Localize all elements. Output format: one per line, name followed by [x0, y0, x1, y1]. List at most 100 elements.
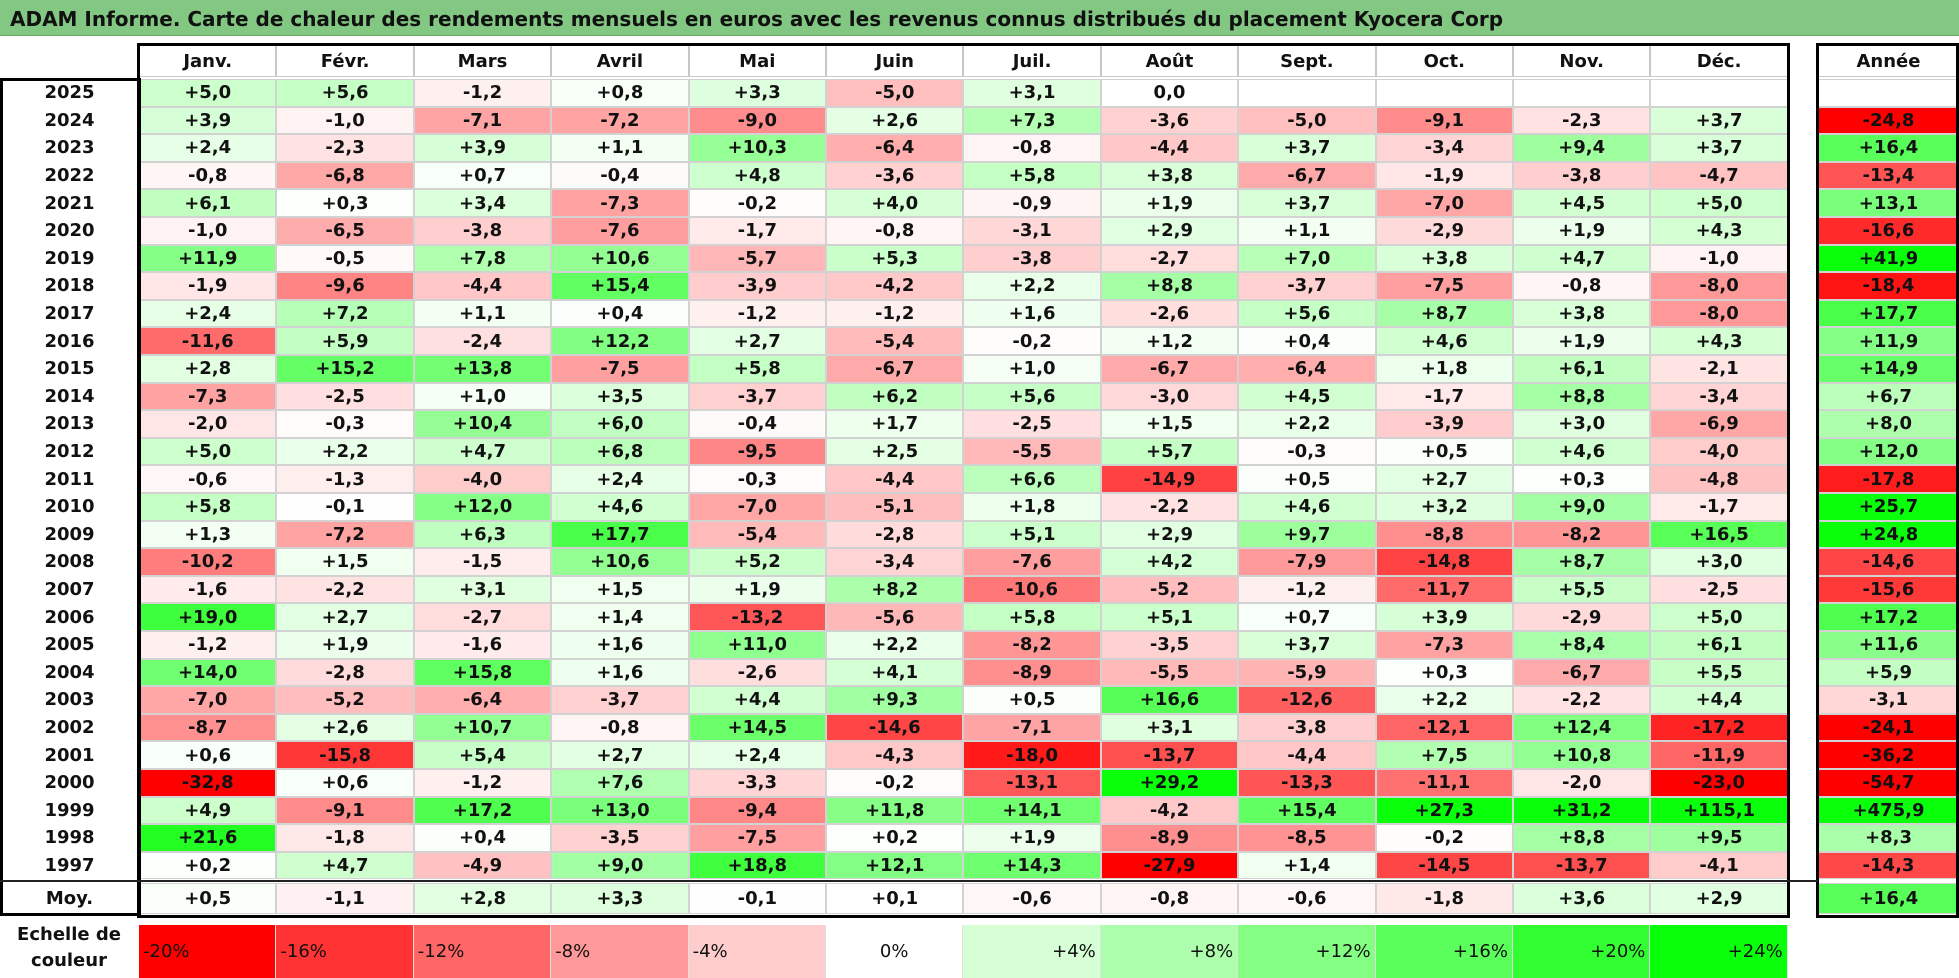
month-header: Sept.: [1238, 45, 1376, 77]
year-label: 2023: [44, 137, 95, 159]
annual-cell: -15,6: [1818, 575, 1959, 604]
heat-cell: -7,3: [139, 382, 277, 411]
heat-cell: +0,3: [1513, 465, 1651, 493]
year-label: 1998: [44, 827, 95, 849]
year-label: 2009: [44, 523, 95, 545]
heat-cell: +3,2: [1375, 493, 1513, 521]
heat-cell: +5,9: [276, 327, 414, 355]
color-scale-label: Echelle de couleur: [17, 924, 121, 971]
annual-cell: +11,9: [1818, 327, 1959, 355]
heat-cell: -3,7: [1238, 272, 1376, 300]
year-label: 2019: [44, 247, 95, 269]
average-cell: -1,8: [1375, 883, 1513, 915]
heat-cell: -2,8: [276, 658, 414, 687]
heat-cell: -6,7: [1238, 161, 1376, 190]
year-label: 2008: [44, 551, 95, 573]
heat-cell: +2,7: [551, 741, 689, 769]
heat-cell: +0,3: [1375, 658, 1513, 687]
heat-cell: +11,9: [139, 244, 277, 273]
heat-cell: -0,5: [276, 244, 414, 273]
heat-cell: -11,6: [139, 327, 277, 355]
heat-cell: +1,9: [276, 631, 414, 659]
heat-cell: -6,4: [1238, 355, 1376, 383]
heat-cell: +29,2: [1100, 769, 1239, 797]
heat-cell: -0,2: [1375, 824, 1513, 852]
heat-cell: +1,9: [1100, 189, 1239, 217]
heat-cell: -5,2: [276, 686, 414, 714]
heat-cell: -1,7: [1375, 382, 1513, 411]
heat-cell: +3,8: [1513, 299, 1651, 328]
heat-cell: -6,7: [826, 355, 964, 383]
heat-cell: -2,8: [826, 520, 964, 549]
heat-cell: +5,0: [139, 437, 277, 466]
heat-cell: +17,7: [551, 520, 689, 549]
heat-cell: -10,2: [139, 548, 277, 576]
heat-cell: -0,8: [963, 134, 1101, 162]
heat-cell: +1,0: [413, 382, 552, 411]
heat-cell: -1,2: [826, 299, 964, 328]
heat-cell: -5,2: [1100, 575, 1239, 604]
heat-cell: -4,4: [826, 465, 964, 493]
heat-cell: -0,2: [963, 327, 1101, 355]
heat-cell: +1,8: [963, 493, 1101, 521]
year-label: 2003: [44, 689, 95, 711]
heat-cell: +2,7: [688, 327, 826, 355]
heat-cell: +15,8: [413, 658, 552, 687]
heat-cell: -6,9: [1650, 410, 1788, 438]
heat-cell: +4,7: [276, 851, 414, 880]
heat-cell: +2,9: [1100, 217, 1239, 245]
heat-cell: +1,1: [413, 299, 552, 328]
heat-cell: +0,4: [413, 824, 552, 852]
heat-cell: -8,9: [963, 658, 1101, 687]
heat-cell: +14,1: [963, 796, 1101, 825]
heat-cell: -0,3: [688, 465, 826, 493]
heat-cell: +7,3: [963, 106, 1101, 135]
heat-cell: -5,5: [963, 437, 1101, 466]
heat-cell: +12,0: [413, 493, 552, 521]
heat-cell: -0,8: [139, 161, 277, 190]
heat-cell: +4,3: [1650, 327, 1788, 355]
average-cell: +3,3: [551, 883, 689, 915]
heat-cell: -1,2: [413, 79, 552, 107]
heat-cell: -9,6: [276, 272, 414, 300]
heat-cell: +7,5: [1375, 741, 1513, 769]
heat-cell: +0,3: [276, 189, 414, 217]
heat-cell: -5,0: [1238, 106, 1376, 135]
heat-cell: -27,9: [1100, 851, 1239, 880]
heat-cell: -9,1: [1375, 106, 1513, 135]
heat-cell: -0,1: [276, 493, 414, 521]
heat-cell: +1,3: [139, 520, 277, 549]
heat-cell: +8,8: [1513, 824, 1651, 852]
heat-cell: +3,4: [413, 189, 552, 217]
heat-cell: +5,1: [1100, 603, 1239, 631]
heat-cell: +4,6: [1513, 437, 1651, 466]
heat-cell: +10,6: [551, 548, 689, 576]
heat-cell: -13,3: [1238, 769, 1376, 797]
month-header: Août: [1100, 45, 1239, 77]
heat-cell: -14,5: [1375, 851, 1513, 880]
year-label: 2022: [44, 165, 95, 187]
annual-cell: -18,4: [1818, 272, 1959, 300]
heat-cell: +4,5: [1513, 189, 1651, 217]
heat-cell: -0,8: [826, 217, 964, 245]
year-label: 1997: [44, 855, 95, 877]
average-cell: +2,8: [413, 883, 552, 915]
heat-cell: +0,7: [413, 161, 552, 190]
year-label: 2020: [44, 220, 95, 242]
heat-cell: +10,7: [413, 713, 552, 742]
heat-cell: -5,1: [826, 493, 964, 521]
heat-cell: +4,7: [1513, 244, 1651, 273]
heat-cell: -4,2: [826, 272, 964, 300]
heat-cell: -11,1: [1375, 769, 1513, 797]
heat-cell: +5,8: [963, 161, 1101, 190]
annual-cell: -24,1: [1818, 713, 1959, 742]
heat-cell: +6,1: [1650, 631, 1788, 659]
heat-cell: +3,9: [413, 134, 552, 162]
heat-cell: +1,6: [963, 299, 1101, 328]
heat-cell: -1,9: [139, 272, 277, 300]
year-label: 2024: [44, 109, 95, 131]
heat-cell: +3,7: [1238, 134, 1376, 162]
heat-cell: -3,4: [1375, 134, 1513, 162]
annual-cell: +12,0: [1818, 437, 1959, 466]
heat-cell: +0,5: [1375, 437, 1513, 466]
